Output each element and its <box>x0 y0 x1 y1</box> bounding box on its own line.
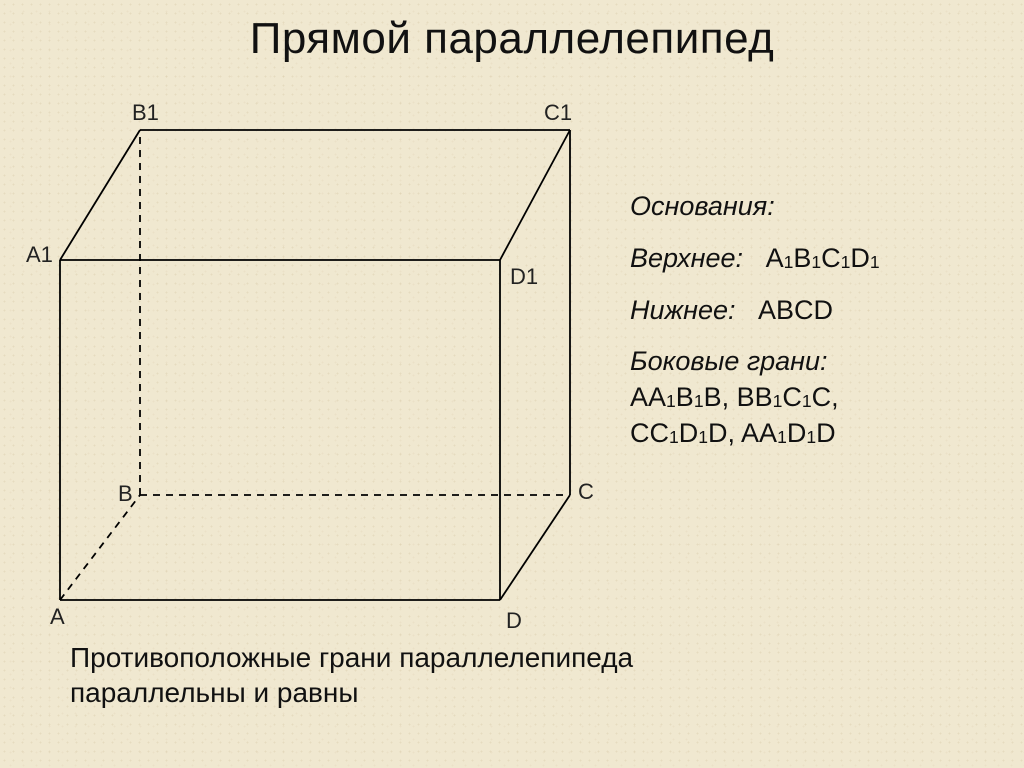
lateral-heading: Боковые грани: <box>630 345 1010 379</box>
vertex-label-A: A <box>50 604 65 630</box>
lateral-line-1: AA1B1B, BB1C1C, <box>630 381 1010 415</box>
top-base-value: A1B1C1D1 <box>766 243 880 273</box>
footer-line-2: параллельны и равны <box>70 675 770 710</box>
top-base-line: Верхнее: A1B1C1D1 <box>630 242 1010 276</box>
footer-line-1: Противоположные грани параллелепипеда <box>70 640 770 675</box>
vertex-label-B1: B1 <box>132 100 159 126</box>
vertex-label-D1: D1 <box>510 264 538 290</box>
bases-heading: Основания: <box>630 190 1010 224</box>
vertex-label-B: B <box>118 481 133 507</box>
top-base-label: Верхнее: <box>630 243 743 273</box>
vertex-label-A1: A1 <box>26 242 53 268</box>
side-text: Основания: Верхнее: A1B1C1D1 Нижнее: ABC… <box>630 190 1010 469</box>
diagram-svg <box>30 100 590 630</box>
lateral-line-2: CC1D1D, AA1D1D <box>630 417 1010 451</box>
bottom-base-value: ABCD <box>758 295 833 325</box>
footer-text: Противоположные грани параллелепипеда па… <box>70 640 770 710</box>
bottom-base-line: Нижнее: ABCD <box>630 294 1010 328</box>
bottom-base-label: Нижнее: <box>630 295 735 325</box>
vertex-label-D: D <box>506 608 522 634</box>
page-title: Прямой параллелепипед <box>0 14 1024 64</box>
parallelepiped-diagram: B1C1A1D1BCAD <box>30 100 590 630</box>
vertex-label-C1: C1 <box>544 100 572 126</box>
vertex-label-C: C <box>578 479 594 505</box>
